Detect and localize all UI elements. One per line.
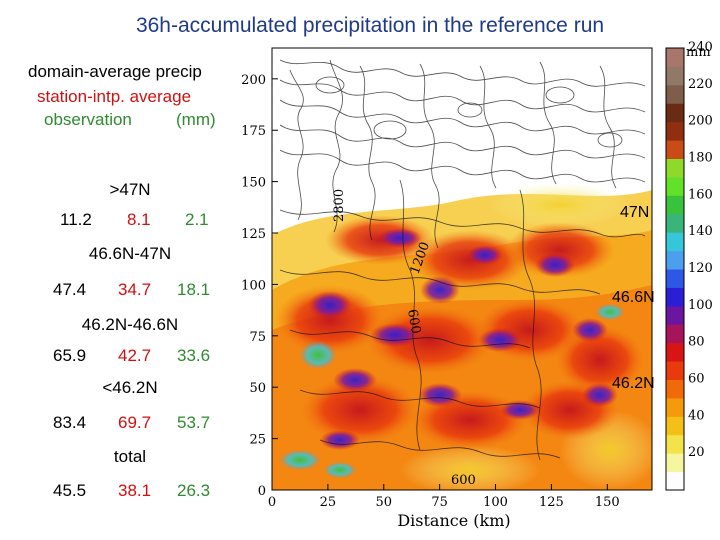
colorbar-swatch-6 (666, 361, 684, 380)
colorbar-swatch-20 (666, 103, 684, 123)
x-axis: 0 25 50 75 100 125 150 (268, 484, 620, 510)
x-tick-label-150: 150 (595, 495, 620, 510)
stat-station-1: 8.1 (127, 210, 151, 229)
colorbar-swatch-10 (666, 287, 684, 307)
colorbar-swatch-2 (666, 434, 684, 454)
colorbar-tick-180: 180 (688, 151, 713, 166)
region-header-4: <46.2N (102, 378, 158, 397)
colorbar-tick-80: 80 (688, 335, 705, 350)
colorbar-tick-120: 120 (688, 261, 713, 276)
stat-station-3: 42.7 (118, 346, 152, 365)
x-tick-label-0: 0 (268, 495, 276, 510)
y-tick-label-0: 0 (258, 484, 266, 499)
stat-obs-3: 33.6 (177, 346, 211, 365)
colorbar-tick-100: 100 (688, 298, 713, 313)
colorbar-unit: mm (686, 45, 711, 60)
latitude-label-46-6n: 46.6N (612, 289, 655, 306)
colorbar-swatch-4 (666, 397, 684, 417)
y-tick-label-25: 25 (249, 433, 266, 448)
colorbar-swatch-21 (666, 84, 684, 104)
colorbar-swatch-18 (666, 140, 684, 159)
colorbar-tick-20: 20 (688, 445, 705, 460)
stat-domain-1: 11.2 (60, 210, 92, 229)
contour-label-2800: 2800 (332, 189, 347, 222)
colorbar-tick-240: 240 (688, 40, 713, 55)
stat-obs-1: 2.1 (185, 210, 209, 229)
colorbar-swatch-19 (666, 121, 684, 141)
colorbar-tick-140: 140 (688, 224, 713, 239)
colorbar-swatch-12 (666, 250, 684, 270)
colorbar-swatch-16 (666, 176, 684, 196)
stat-obs-4: 53.7 (177, 413, 211, 432)
stat-station-2: 34.7 (118, 280, 152, 299)
colorbar-tick-200: 200 (688, 114, 713, 129)
x-axis-label: Distance (km) (397, 511, 510, 530)
colorbar-swatch-7 (666, 342, 684, 362)
region-header-1: >47N (109, 180, 151, 199)
stat-domain-5: 45.5 (53, 481, 87, 500)
colorbar-swatch-22 (666, 66, 684, 86)
colorbar-swatch-8 (666, 324, 684, 344)
region-header-2: 46.6N-47N (88, 244, 172, 263)
colorbar: 20 40 60 80 100 120 140 160 180 200 220 240 (665, 40, 713, 491)
y-tick-label-75: 75 (249, 330, 266, 345)
legend-domain-average: domain-average precip (28, 62, 202, 81)
x-tick-label-125: 125 (539, 495, 564, 510)
colorbar-swatch-11 (666, 269, 684, 288)
colorbar-frame (665, 47, 685, 491)
y-tick-label-150: 150 (241, 176, 266, 191)
x-tick-label-50: 50 (375, 495, 392, 510)
colorbar-swatch-23 (666, 48, 684, 67)
x-tick-label-100: 100 (483, 495, 508, 510)
stat-domain-3: 65.9 (53, 346, 87, 365)
colorbar-swatch-5 (666, 379, 684, 399)
terrain-contours (279, 59, 646, 461)
y-tick-label-50: 50 (249, 381, 266, 396)
colorbar-swatch-15 (666, 195, 684, 215)
region-header-3: 46.2N-46.6N (81, 315, 179, 334)
colorbar-tick-220: 220 (688, 77, 713, 92)
stat-station-4: 69.7 (118, 413, 152, 432)
stat-obs-2: 18.1 (177, 280, 211, 299)
colorbar-tick-160: 160 (688, 187, 713, 202)
y-tick-label-100: 100 (241, 278, 266, 293)
colorbar-swatch-3 (666, 416, 684, 436)
colorbar-swatch-9 (666, 305, 684, 325)
colorbar-swatch-14 (666, 213, 684, 233)
y-axis: 0 25 50 75 100 125 150 175 200 (241, 73, 278, 499)
colorbar-tick-60: 60 (688, 372, 705, 387)
x-tick-label-75: 75 (431, 495, 448, 510)
colorbar-swatch-0 (666, 471, 684, 491)
precip-field (272, 59, 652, 490)
region-header-5: total (113, 447, 147, 466)
contour-label-600-b: 600 (451, 473, 476, 488)
y-tick-label-200: 200 (241, 73, 266, 88)
stat-station-5: 38.1 (118, 481, 152, 500)
plot-frame (271, 47, 653, 491)
latitude-label-47n: 47N (620, 204, 650, 221)
y-tick-label-125: 125 (241, 227, 266, 242)
legend-station-average: station-intp. average (37, 87, 192, 106)
colorbar-tick-40: 40 (688, 408, 705, 423)
stat-domain-2: 47.4 (53, 280, 87, 299)
stat-domain-4: 83.4 (53, 413, 87, 432)
colorbar-swatch-1 (666, 453, 684, 473)
legend-observation: observation (44, 110, 132, 129)
stat-obs-5: 26.3 (177, 481, 211, 500)
legend-unit: (mm) (176, 110, 216, 129)
latitude-label-46-2n: 46.2N (612, 375, 655, 392)
contour-label-600-a: 600 (404, 308, 423, 335)
colorbar-swatch-13 (666, 232, 684, 252)
x-tick-label-25: 25 (320, 495, 337, 510)
colorbar-swatch-17 (666, 158, 684, 178)
chart-title: 36h-accumulated precipitation in the ref… (135, 14, 605, 37)
y-tick-label-175: 175 (241, 124, 266, 139)
